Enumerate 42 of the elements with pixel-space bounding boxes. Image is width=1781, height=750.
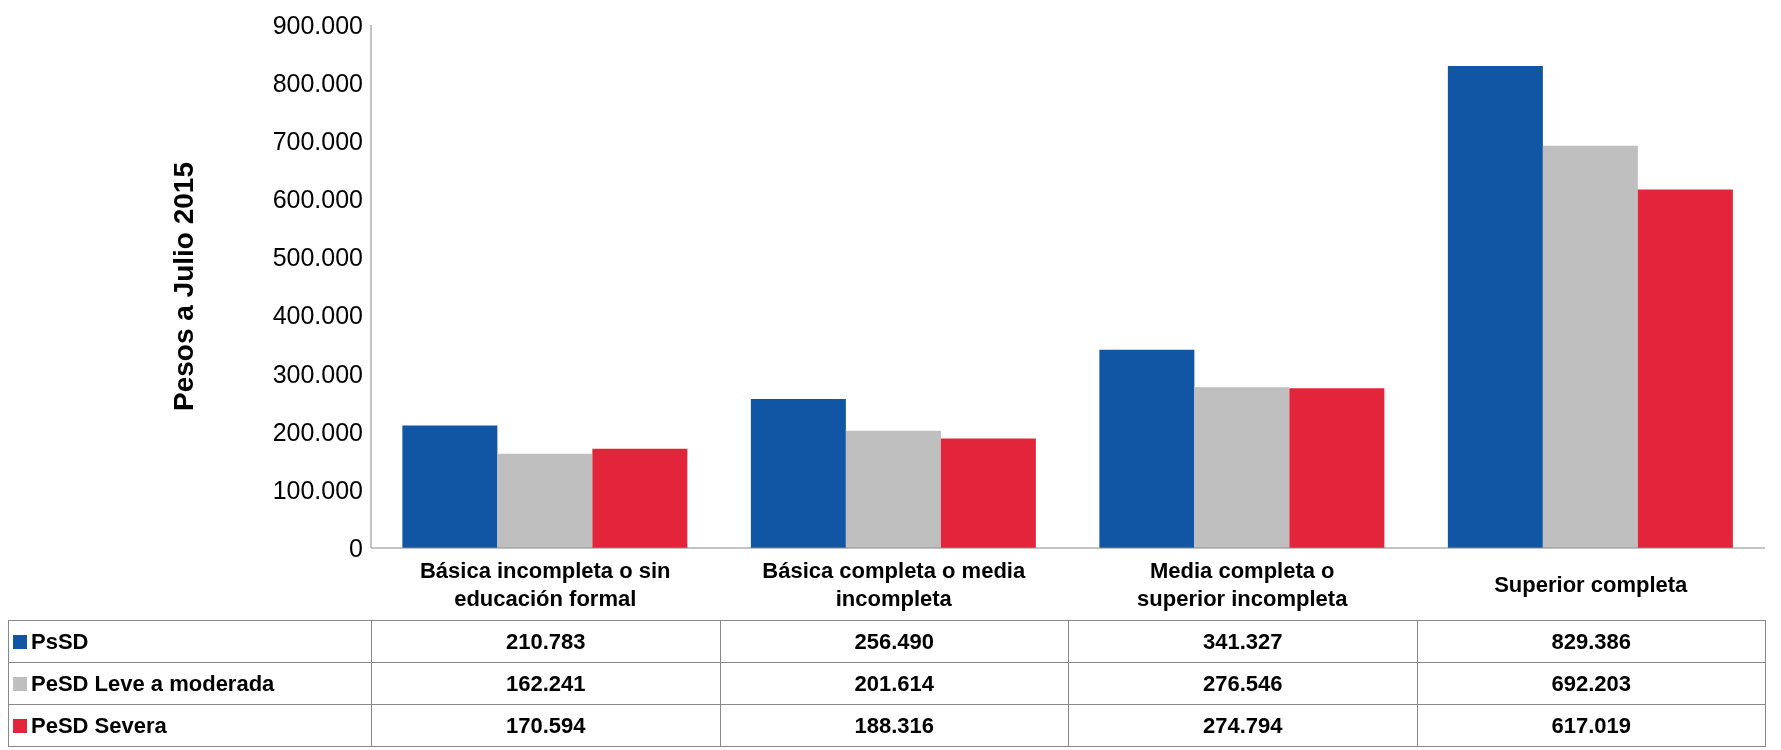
y-tick-label: 800.000 bbox=[272, 68, 363, 97]
x-tick-label: Básica completa o media incompleta bbox=[762, 558, 1026, 611]
legend-label: PeSD Severa bbox=[8, 704, 372, 747]
data-label: 188.316 bbox=[720, 704, 1069, 747]
data-label: 617.019 bbox=[1417, 704, 1766, 747]
y-tick-label: 400.000 bbox=[272, 301, 363, 330]
x-tick-label: Superior completa bbox=[1494, 572, 1689, 597]
bar bbox=[1289, 388, 1385, 548]
data-label: 341.327 bbox=[1068, 620, 1417, 663]
y-axis-title: Pesos a Julio 2015 bbox=[167, 161, 199, 412]
y-tick-label: 500.000 bbox=[272, 243, 363, 272]
y-tick-label: 100.000 bbox=[272, 475, 363, 504]
legend-label: PsSD bbox=[8, 620, 372, 663]
data-label: 274.794 bbox=[1068, 704, 1417, 747]
data-label: 692.203 bbox=[1417, 662, 1766, 705]
data-label: 256.490 bbox=[720, 620, 1069, 663]
bar bbox=[1099, 349, 1195, 548]
bar bbox=[592, 448, 688, 548]
bar bbox=[497, 453, 593, 548]
x-tick-label: Básica incompleta o sin educación formal bbox=[419, 558, 671, 611]
bar bbox=[750, 398, 846, 548]
bar bbox=[1637, 189, 1733, 548]
y-tick-label: 600.000 bbox=[272, 185, 363, 214]
bar bbox=[845, 430, 941, 548]
bar bbox=[940, 438, 1036, 548]
y-tick-label: 200.000 bbox=[272, 417, 363, 446]
data-label: 829.386 bbox=[1417, 620, 1766, 663]
bar bbox=[1447, 66, 1543, 548]
data-label: 170.594 bbox=[371, 704, 720, 747]
bar bbox=[1542, 145, 1638, 548]
x-tick-label: Media completa o superior incompleta bbox=[1137, 558, 1349, 611]
y-tick-label: 900.000 bbox=[272, 10, 363, 39]
bar bbox=[1194, 387, 1290, 548]
y-tick-label: 700.000 bbox=[272, 127, 363, 156]
y-tick-label: 300.000 bbox=[272, 359, 363, 388]
legend-label: PeSD Leve a moderada bbox=[8, 662, 372, 705]
data-label: 276.546 bbox=[1068, 662, 1417, 705]
data-label: 210.783 bbox=[371, 620, 720, 663]
bar bbox=[402, 425, 498, 548]
y-tick-label: 0 bbox=[349, 533, 363, 562]
data-label: 201.614 bbox=[720, 662, 1069, 705]
data-label: 162.241 bbox=[371, 662, 720, 705]
